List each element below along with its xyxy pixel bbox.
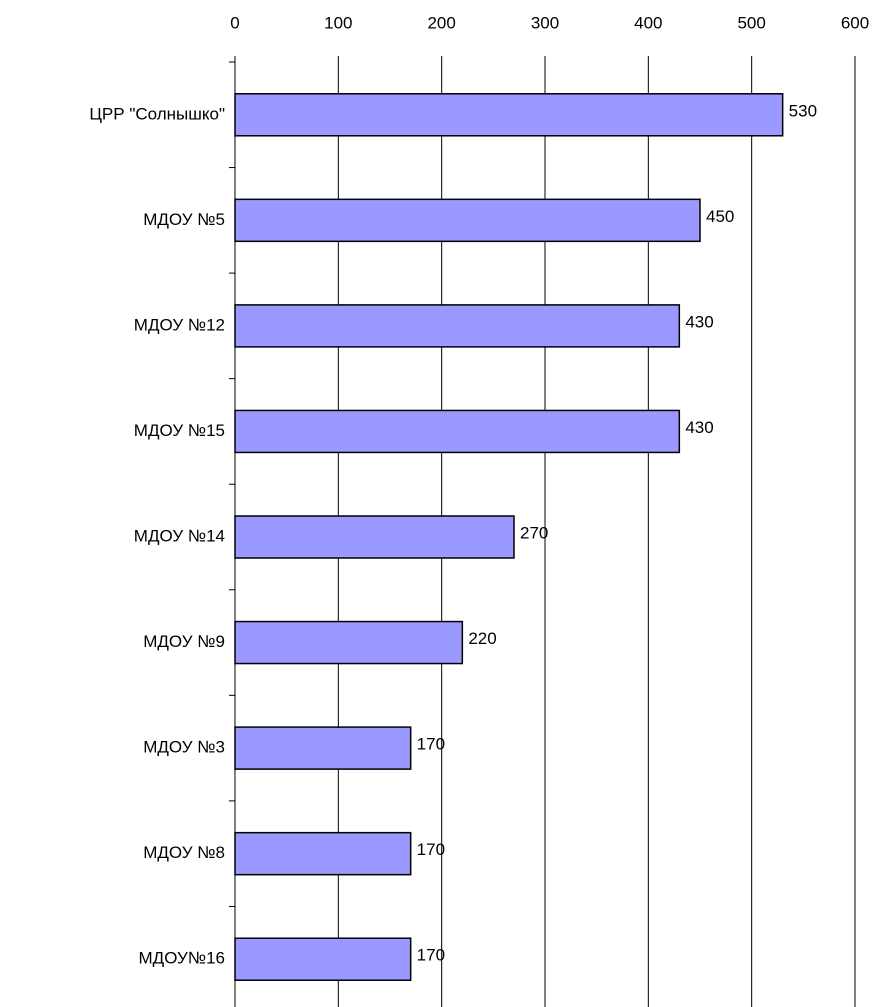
y-tick-label: МДОУ №12 [134,315,225,334]
x-tick-label: 400 [634,13,662,32]
x-tick-label: 200 [427,13,455,32]
data-label: 430 [685,312,713,331]
bar [234,409,681,454]
y-tick-label: МДОУ№16 [139,949,225,968]
y-tick-label: МДОУ №3 [143,738,225,757]
y-tick-label: МДОУ №5 [143,210,225,229]
bar [234,304,681,348]
bar [234,198,701,243]
data-label: 170 [417,840,445,859]
x-tick-label: 500 [737,13,765,32]
bar [234,831,412,876]
data-label: 170 [417,735,445,754]
data-label: 430 [685,418,713,437]
x-tick-label: 100 [324,13,352,32]
data-label: 530 [789,101,817,120]
bar [234,937,412,981]
data-label: 220 [468,629,496,648]
data-label: 270 [520,523,548,542]
x-tick-label: 600 [841,13,869,32]
y-tick-label: ЦРР "Солнышко" [89,104,225,123]
bar [234,620,464,665]
y-tick-label: МДОУ №8 [143,843,225,862]
bar [234,93,784,137]
y-tick-label: МДОУ №9 [143,632,225,651]
y-tick-label: МДОУ №15 [134,421,225,440]
bar [234,726,412,770]
bar [234,515,515,559]
x-tick-label: 300 [531,13,559,32]
x-tick-label: 0 [230,13,239,32]
y-tick-label: МДОУ №14 [134,526,225,545]
data-label: 170 [417,946,445,965]
data-label: 450 [706,207,734,226]
